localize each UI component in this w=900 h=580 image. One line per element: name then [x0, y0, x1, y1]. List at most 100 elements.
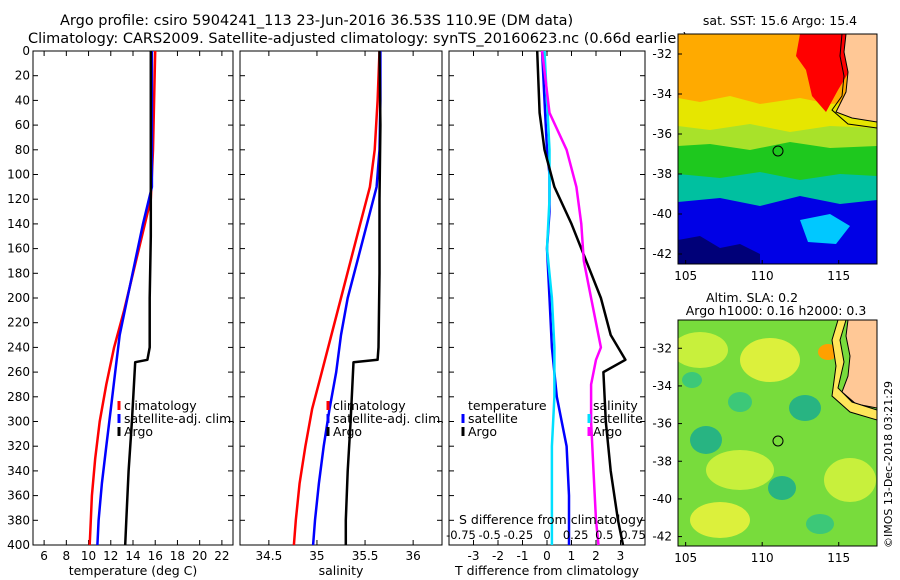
depth-tick-label: 280 — [7, 390, 30, 404]
s-difference-tick-label: -0.25 — [503, 528, 533, 542]
depth-tick-label: 20 — [15, 69, 30, 83]
lat-tick-label: -40 — [652, 492, 672, 506]
sla-low-5 — [806, 514, 834, 534]
legend-label-argo: Argo — [124, 424, 153, 439]
x-tick-label: 2 — [592, 549, 600, 563]
x-tick-label: 35.5 — [352, 549, 379, 563]
s-difference-ticks: -0.75 -0.5 -0.25 0 0.25 0.5 0.75 — [446, 528, 646, 542]
header-line-1: Argo profile: csiro 5904241_113 23-Jun-2… — [60, 13, 573, 29]
x-tick-label: 20 — [192, 549, 207, 563]
legend-label-s-argo: Argo — [593, 424, 622, 439]
s-difference-tick-label: 0.25 — [563, 528, 589, 542]
sst-band-lime — [678, 124, 877, 152]
legend-label-s-satellite: satellite — [593, 411, 643, 426]
depth-tick-label: 220 — [7, 316, 30, 330]
legend-title-salinity: salinity — [593, 398, 638, 413]
depth-tick-label: 200 — [7, 291, 30, 305]
x-tick-label: 6 — [40, 549, 48, 563]
sst-cyan-patch — [800, 214, 850, 244]
sst-map-frame — [677, 33, 878, 265]
s-difference-label: S difference from climatology — [459, 512, 644, 527]
sla-low-1 — [690, 426, 722, 454]
lon-tick-label: 110 — [751, 551, 774, 565]
imos-credit: ©IMOS 13-Dec-2018 03:21:29 — [882, 381, 895, 548]
sla-low-2 — [789, 395, 821, 421]
lat-tick-label: -38 — [652, 454, 672, 468]
difference-panel: -3 -2 -1 0 1 2 3 temperature satellite Argo sa… — [446, 50, 646, 578]
series-line-climatology — [292, 50, 381, 546]
temperature-panel: 0 20 40 60 80 100 120 140 160 180 200 220 240 260 280 3… — [7, 44, 235, 578]
temperature-plot-frame — [32, 50, 234, 546]
legend-label-satellite: satellite-adj. clim. — [333, 411, 444, 426]
series-line-s-satellite — [543, 50, 556, 545]
x-tick-label: 10 — [81, 549, 96, 563]
salinity-series — [292, 50, 382, 546]
x-tick-label: 14 — [125, 549, 140, 563]
lat-tick-label: -32 — [652, 47, 672, 61]
sst-map-field — [678, 34, 877, 264]
sla-high-2 — [740, 338, 800, 382]
lat-tick-label: -42 — [652, 247, 672, 261]
sst-profile-marker — [772, 145, 784, 157]
temperature-series — [88, 50, 157, 546]
x-tick-label: -3 — [468, 549, 480, 563]
x-tick-label: 3 — [617, 549, 625, 563]
legend-title-temperature: temperature — [468, 398, 547, 413]
sla-high-1 — [678, 332, 728, 368]
depth-tick-label: 40 — [15, 93, 30, 107]
depth-tick-label: 60 — [15, 118, 30, 132]
x-tick-label: 12 — [103, 549, 118, 563]
depth-tick-label: 380 — [7, 513, 30, 527]
x-tick-label: -2 — [492, 549, 504, 563]
sla-map-frame — [677, 319, 878, 547]
salinity-panel: 34.5 35 35.5 36 climatology satellite-adj. … — [239, 50, 444, 578]
temperature-legend: climatology satellite-adj. clim. Argo — [117, 398, 235, 439]
depth-tick-label: 180 — [7, 266, 30, 280]
sst-lat-axis: -32 -34 -36 -38 -40 -42 — [652, 47, 682, 261]
sla-map-subtitle: Argo h1000: 0.16 h2000: 0.3 — [686, 303, 867, 318]
lon-tick-label: 115 — [827, 269, 850, 283]
sst-lon-axis: 105 110 115 — [674, 260, 850, 283]
sla-high-3 — [706, 450, 774, 490]
x-tick-label: 18 — [170, 549, 185, 563]
x-tick-label: 22 — [214, 549, 229, 563]
lat-tick-label: -40 — [652, 207, 672, 221]
depth-tick-label: 0 — [22, 44, 30, 58]
s-difference-tick-label: 0.75 — [620, 528, 646, 542]
sst-land — [835, 34, 877, 123]
depth-tick-label: 360 — [7, 489, 30, 503]
sst-map-title: sat. SST: 15.6 Argo: 15.4 — [703, 13, 857, 28]
lat-tick-label: -32 — [652, 341, 672, 355]
s-difference-tick-label: 0.5 — [595, 528, 613, 542]
depth-tick-label: 300 — [7, 415, 30, 429]
lon-tick-label: 105 — [674, 269, 697, 283]
x-tick-label: 8 — [63, 549, 71, 563]
legend-label-climatology: climatology — [333, 398, 406, 413]
sla-land — [841, 320, 877, 409]
difference-legend-temperature: temperature satellite Argo — [461, 398, 547, 439]
salinity-axis-label: salinity — [319, 563, 364, 578]
temperature-axis-label: temperature (deg C) — [69, 563, 198, 578]
sla-profile-marker — [772, 435, 784, 447]
series-line-s-argo — [540, 50, 603, 546]
sla-lat-axis: -32 -34 -36 -38 -40 -42 — [652, 341, 682, 544]
depth-tick-label: 120 — [7, 192, 30, 206]
x-tick-label: 16 — [148, 549, 163, 563]
depth-tick-label: 140 — [7, 217, 30, 231]
x-tick-label: 35 — [309, 549, 324, 563]
depth-tick-label: 100 — [7, 168, 30, 182]
sla-shelf-zone — [831, 320, 877, 421]
series-line-argo — [123, 51, 153, 546]
salinity-y-ticks — [240, 50, 442, 546]
header-line-2: Climatology: CARS2009. Satellite-adjuste… — [28, 31, 688, 47]
x-tick-label: 1 — [568, 549, 576, 563]
depth-tick-label: 320 — [7, 439, 30, 453]
lat-tick-label: -38 — [652, 167, 672, 181]
salinity-x-axis: 34.5 35 35.5 36 — [255, 51, 421, 563]
lat-tick-label: -42 — [652, 530, 672, 544]
sla-low-6 — [682, 372, 702, 388]
difference-legend-salinity: salinity satellite Argo — [587, 398, 643, 439]
x-tick-label: 0 — [543, 549, 551, 563]
sst-coast-contour — [831, 34, 877, 129]
